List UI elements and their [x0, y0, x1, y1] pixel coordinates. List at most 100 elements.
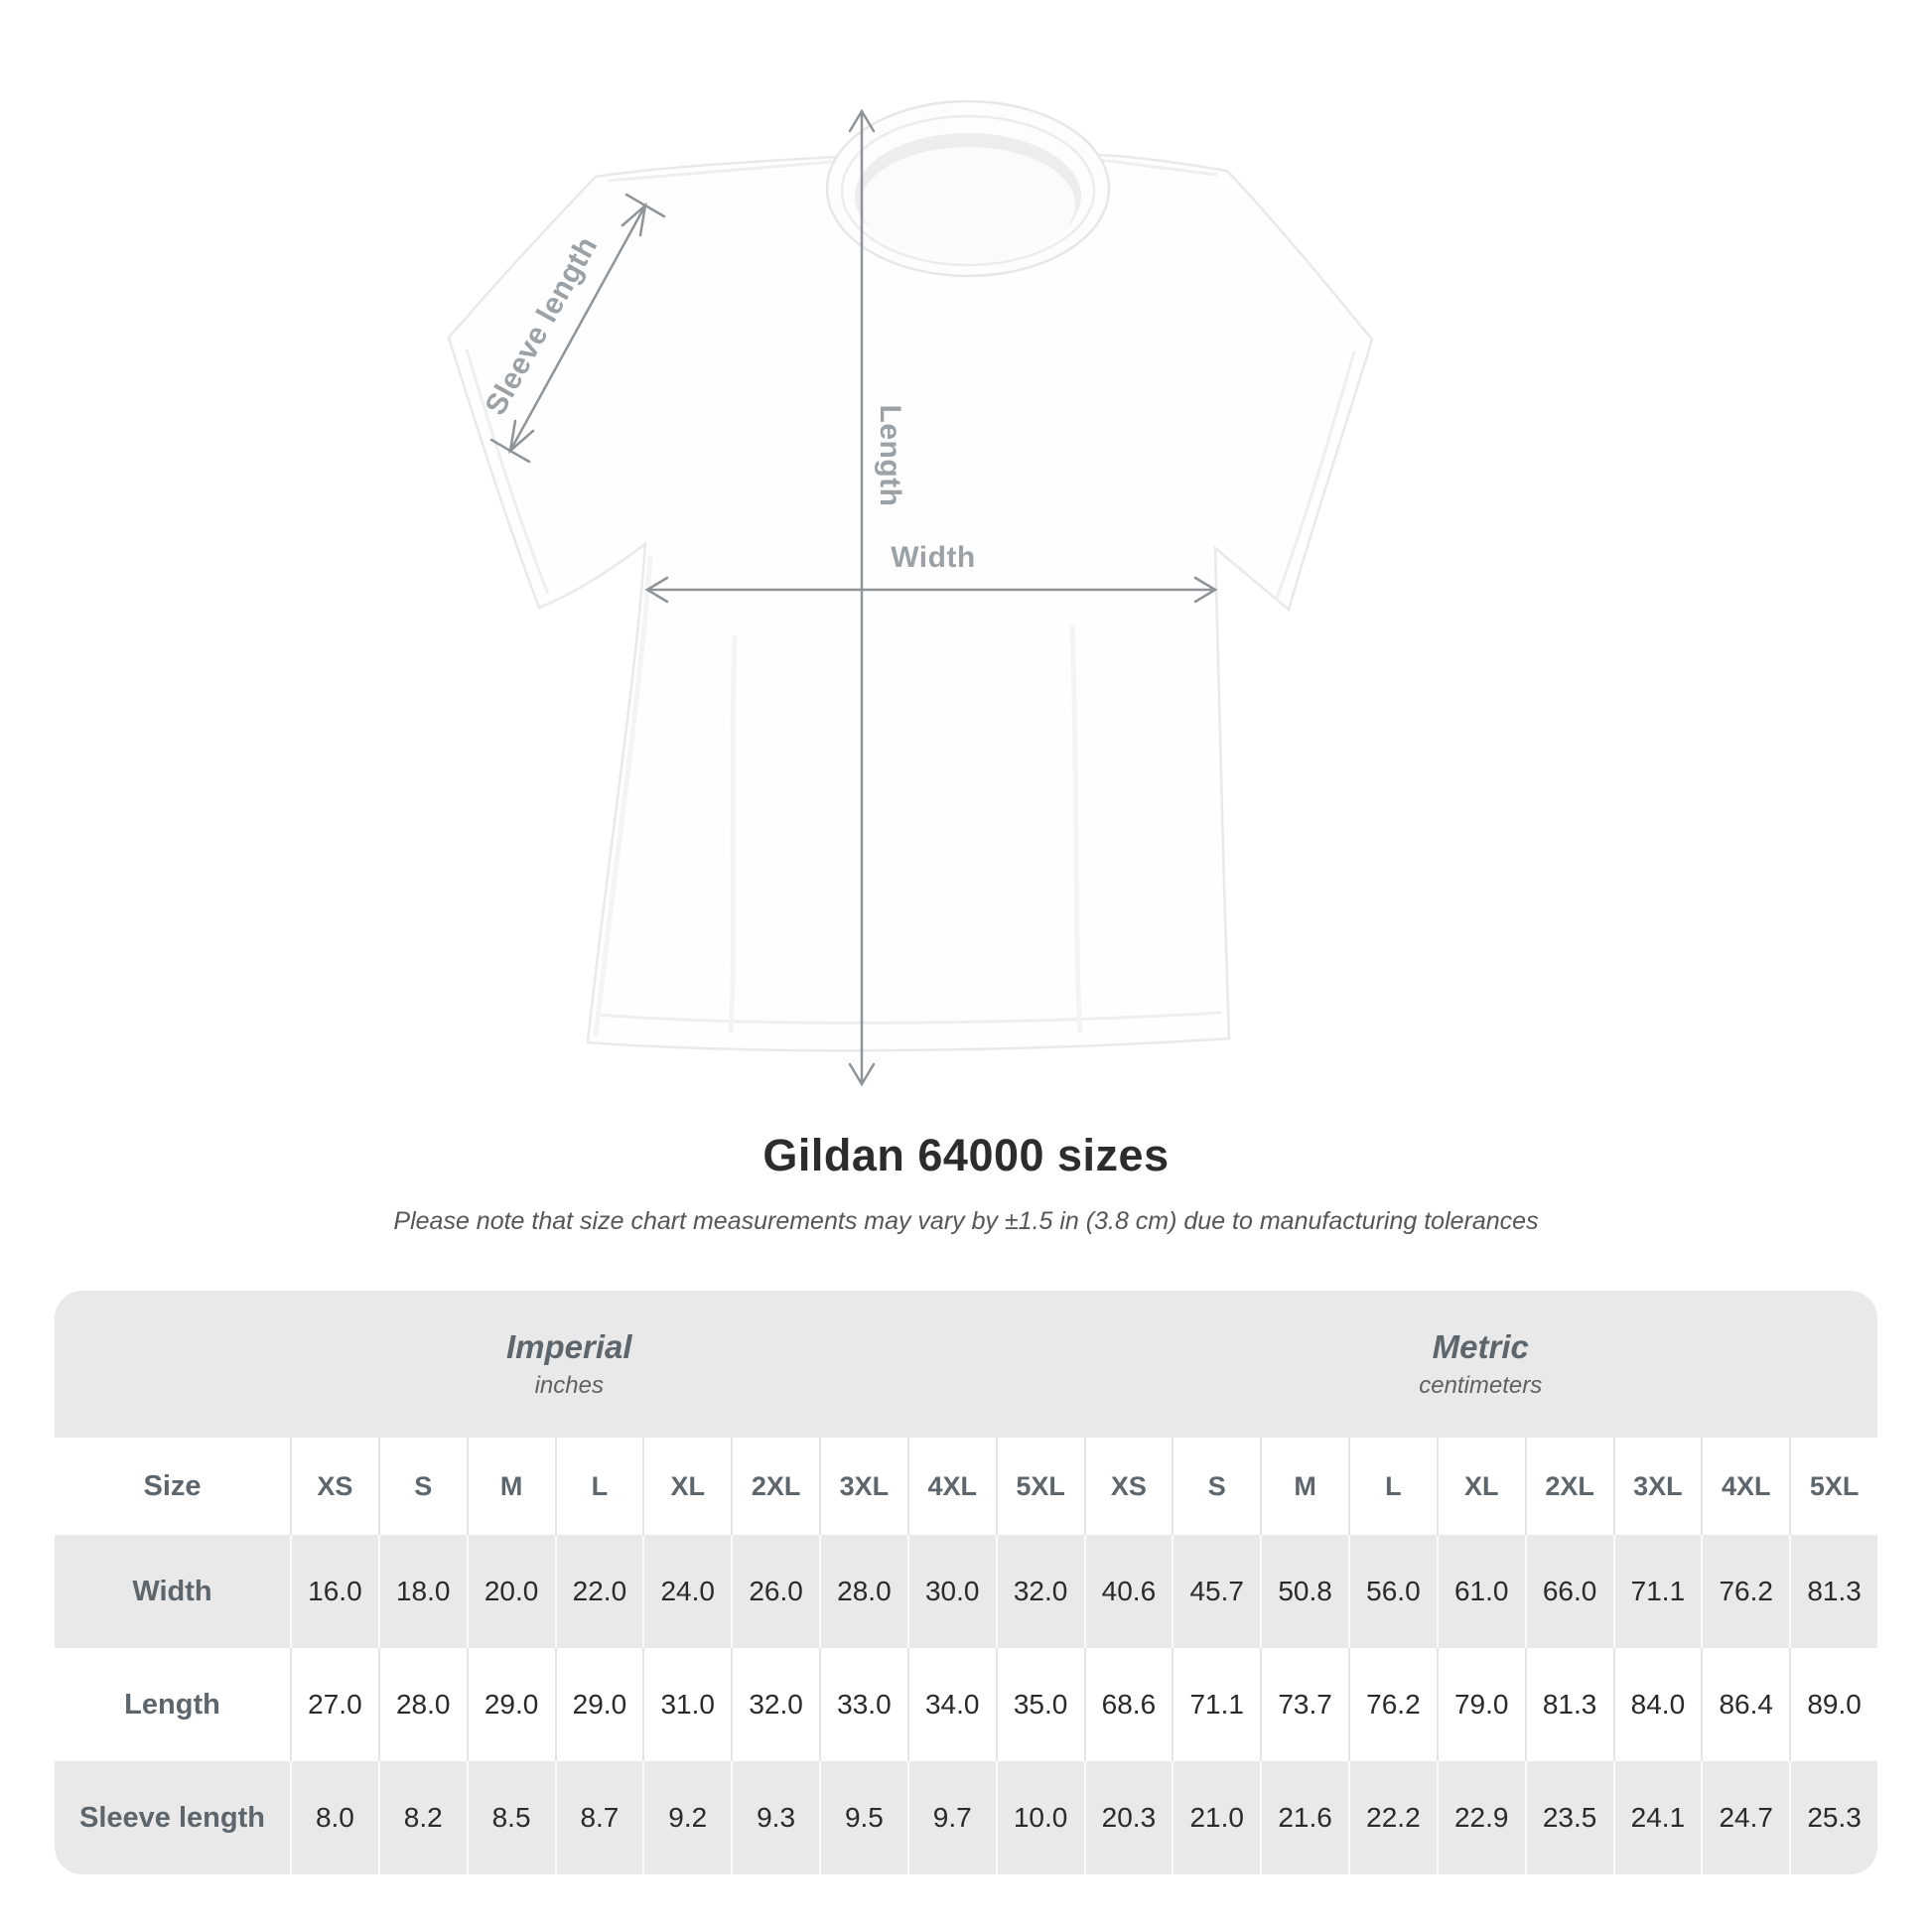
measurement-value: 8.7: [554, 1761, 643, 1874]
size-table: Imperial inches Metric centimeters Size XS S M L…: [55, 1291, 1877, 1874]
measurement-value: 81.3: [1524, 1648, 1613, 1761]
sleeve-length-arrow: [489, 193, 666, 464]
table-unit-header-row: Imperial inches Metric centimeters: [55, 1291, 1877, 1438]
measurement-value: 29.0: [466, 1648, 555, 1761]
size-header: 4XL: [906, 1438, 996, 1535]
measurement-value: 21.6: [1260, 1761, 1348, 1874]
measurement-value: 10.0: [995, 1761, 1084, 1874]
length-label: Length: [874, 405, 906, 507]
left-side-shadow: [593, 555, 653, 1037]
unit-group-sublabel: inches: [534, 1372, 604, 1399]
width-label: Width: [891, 541, 976, 574]
measurement-value: 29.0: [554, 1648, 643, 1761]
size-row-label: Size: [143, 1469, 202, 1502]
measurement-value: 27.0: [290, 1648, 378, 1761]
measurement-value: 16.0: [290, 1535, 378, 1648]
measurement-value: 84.0: [1612, 1648, 1702, 1761]
measurement-value: 71.1: [1612, 1535, 1702, 1648]
size-header: L: [554, 1438, 643, 1535]
width-arrow: [644, 576, 1218, 604]
measurement-value: 61.0: [1436, 1535, 1525, 1648]
measurement-value: 9.5: [819, 1761, 907, 1874]
size-header: 5XL: [995, 1438, 1084, 1535]
measurement-value: 89.0: [1789, 1648, 1877, 1761]
size-header: 3XL: [819, 1438, 907, 1535]
size-header: M: [1260, 1438, 1348, 1535]
measurement-value: 33.0: [819, 1648, 907, 1761]
row-label: Length: [124, 1688, 220, 1721]
measurement-value: 9.2: [642, 1761, 731, 1874]
measurement-value: 22.2: [1348, 1761, 1437, 1874]
length-arrow: [848, 108, 876, 1087]
right-shoulder-seam: [1091, 157, 1218, 177]
hem-seam: [595, 1011, 1222, 1025]
body-fold-right: [1069, 624, 1083, 1034]
table-row: Length 27.0 28.0 29.0 29.0 31.0 32.0 33.0 34.0 35…: [55, 1648, 1877, 1761]
measurement-value: 24.1: [1612, 1761, 1702, 1874]
body-fold-left: [728, 634, 738, 1034]
size-header: XS: [290, 1438, 378, 1535]
measurement-value: 24.7: [1701, 1761, 1789, 1874]
measurement-value: 71.1: [1172, 1648, 1260, 1761]
size-header: S: [1172, 1438, 1260, 1535]
measurement-value: 21.0: [1172, 1761, 1260, 1874]
measurement-value: 68.6: [1083, 1648, 1173, 1761]
measurement-value: 23.5: [1524, 1761, 1613, 1874]
table-row: Sleeve length 8.0 8.2 8.5 8.7 9.2 9.3 9.5 9.7 10.…: [55, 1761, 1877, 1874]
measurement-value: 9.7: [906, 1761, 996, 1874]
size-header: 2XL: [731, 1438, 819, 1535]
unit-group-name: Imperial: [505, 1328, 632, 1365]
measurement-value: 50.8: [1260, 1535, 1348, 1648]
measurement-value: 20.3: [1083, 1761, 1173, 1874]
measurement-value: 24.0: [642, 1535, 731, 1648]
measurement-value: 34.0: [906, 1648, 996, 1761]
measurement-value: 8.0: [290, 1761, 378, 1874]
measurement-value: 35.0: [995, 1648, 1084, 1761]
measurement-value: 31.0: [642, 1648, 731, 1761]
size-header: 5XL: [1789, 1438, 1877, 1535]
table-size-row: Size XS S M L XL 2XL 3XL 4XL 5XL XS S M L XL 2XL 3XL 4XL 5…: [55, 1438, 1877, 1535]
collar-rib-seam: [840, 114, 1096, 267]
measurement-value: 26.0: [731, 1535, 819, 1648]
size-header: S: [377, 1438, 467, 1535]
measurement-value: 20.0: [466, 1535, 555, 1648]
measurement-value: 18.0: [377, 1535, 467, 1648]
tolerance-note: Please note that size chart measurements…: [393, 1207, 1539, 1235]
measurement-value: 56.0: [1348, 1535, 1437, 1648]
measurement-value: 86.4: [1701, 1648, 1789, 1761]
size-header: 3XL: [1612, 1438, 1702, 1535]
neck-opening: [861, 147, 1075, 262]
measurement-value: 32.0: [731, 1648, 819, 1761]
right-cuff-seam: [1275, 350, 1356, 599]
measurement-value: 9.3: [731, 1761, 819, 1874]
tshirt-measurement-diagram: Length Width Sleeve length: [447, 99, 1374, 1087]
size-header: XL: [642, 1438, 731, 1535]
measurement-value: 30.0: [906, 1535, 996, 1648]
unit-group-name: Metric: [1432, 1328, 1529, 1365]
measurement-value: 28.0: [377, 1648, 467, 1761]
measurement-value: 66.0: [1524, 1535, 1613, 1648]
size-header: XL: [1436, 1438, 1525, 1535]
measurement-value: 28.0: [819, 1535, 907, 1648]
measurement-value: 76.2: [1348, 1648, 1437, 1761]
measurement-value: 76.2: [1701, 1535, 1789, 1648]
size-header: XS: [1083, 1438, 1173, 1535]
measurement-value: 81.3: [1789, 1535, 1877, 1648]
left-shoulder-seam: [607, 159, 845, 183]
page-title: Gildan 64000 sizes: [762, 1130, 1170, 1180]
measurement-value: 8.5: [466, 1761, 555, 1874]
size-header: L: [1348, 1438, 1437, 1535]
size-header: 4XL: [1701, 1438, 1789, 1535]
unit-group-metric: Metric centimeters: [1084, 1291, 1878, 1438]
measurement-value: 22.9: [1436, 1761, 1525, 1874]
measurement-value: 8.2: [377, 1761, 467, 1874]
row-label: Width: [132, 1575, 212, 1607]
size-header: 2XL: [1524, 1438, 1613, 1535]
measurement-value: 32.0: [995, 1535, 1084, 1648]
size-header: M: [466, 1438, 555, 1535]
measurement-value: 40.6: [1083, 1535, 1173, 1648]
measurement-value: 79.0: [1436, 1648, 1525, 1761]
measurement-value: 25.3: [1789, 1761, 1877, 1874]
table-row: Width 16.0 18.0 20.0 22.0 24.0 26.0 28.0 30.0 32.…: [55, 1535, 1877, 1648]
